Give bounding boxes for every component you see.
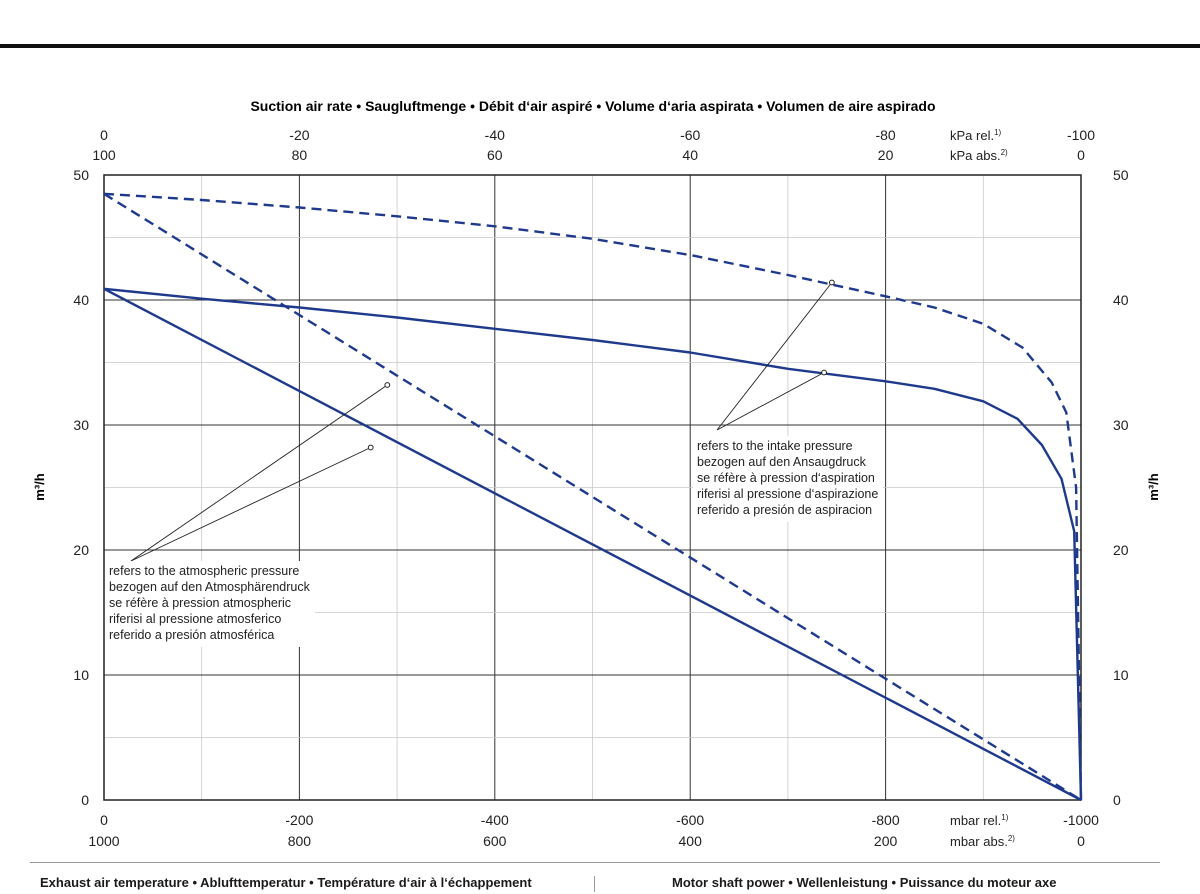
x-bottom-rel-tick: -200 bbox=[285, 812, 313, 828]
series-line-1 bbox=[103, 192, 1083, 801]
y-tick-left: 40 bbox=[73, 292, 89, 308]
x-top-rel-tick: -20 bbox=[289, 127, 309, 143]
y-tick-left: 0 bbox=[81, 792, 89, 808]
y-tick-left: 50 bbox=[73, 167, 89, 183]
series-line-4 bbox=[103, 287, 1082, 802]
annotation-background bbox=[105, 561, 315, 647]
annotation-leader-line bbox=[716, 372, 825, 431]
x-top-rel-unit: kPa rel.1) bbox=[950, 128, 1002, 143]
annotation-target-point bbox=[367, 444, 374, 451]
x-top-abs-unit: kPa abs.2) bbox=[950, 148, 1008, 163]
annotation-text-line: se réfère à pression d‘aspiration bbox=[697, 471, 875, 485]
y-tick-left: 30 bbox=[73, 417, 89, 433]
footer-rule bbox=[30, 862, 1160, 863]
annotation-text-line: referido a presión atmosférica bbox=[109, 628, 274, 642]
x-top-abs-tick: 60 bbox=[487, 147, 503, 163]
x-top-abs-tick: 20 bbox=[878, 147, 894, 163]
annotation-notes: refers to the intake pressure bezogen auf… bbox=[105, 436, 883, 647]
annotation-text-line: refers to the atmospheric pressure bbox=[109, 564, 299, 578]
x-top-abs-tick: 80 bbox=[292, 147, 308, 163]
plot-frame bbox=[103, 174, 1082, 801]
x-bottom-rel-tick: 0 bbox=[100, 812, 108, 828]
annotation-text-line: refers to the intake pressure bbox=[697, 439, 853, 453]
chart-title: Suction air rate • Saugluftmenge • Débit… bbox=[250, 98, 935, 114]
annotation-leaders bbox=[130, 279, 835, 562]
x-bottom-rel-tick: -1000 bbox=[1063, 812, 1099, 828]
grid bbox=[104, 175, 1081, 800]
x-bottom-abs-tick: 200 bbox=[874, 833, 898, 849]
series-layer bbox=[103, 192, 1083, 802]
annotation-target-point bbox=[828, 279, 835, 286]
annotation-leader-line bbox=[130, 384, 388, 562]
annotation-leader-line bbox=[130, 447, 371, 562]
footer-left-heading: Exhaust air temperature • Ablufttemperat… bbox=[40, 875, 532, 890]
x-bottom-rel-tick: -800 bbox=[872, 812, 900, 828]
pressure-flow-chart: Suction air rate • Saugluftmenge • Débit… bbox=[32, 98, 1161, 849]
y-tick-left: 20 bbox=[73, 542, 89, 558]
y-tick-left: 10 bbox=[73, 667, 89, 683]
x-top-abs-tick: 100 bbox=[92, 147, 116, 163]
top-rule bbox=[0, 44, 1200, 48]
annotation-text-line: riferisi al pressione atmosferico bbox=[109, 612, 281, 626]
x-bottom-rel-unit: mbar rel.1) bbox=[950, 813, 1009, 828]
annotation-text-line: bezogen auf den Atmosphärendruck bbox=[109, 580, 311, 594]
x-bottom-abs-tick: 600 bbox=[483, 833, 507, 849]
annotation-leader-line bbox=[716, 282, 833, 431]
footer-separator bbox=[594, 876, 595, 892]
x-top-abs-tick: 40 bbox=[682, 147, 698, 163]
annotation-text-line: referido a presión de aspiracion bbox=[697, 503, 872, 517]
y-axis-label-right: m³/h bbox=[1146, 473, 1161, 501]
annotation-background bbox=[693, 436, 883, 522]
y-tick-right: 20 bbox=[1113, 542, 1129, 558]
y-tick-right: 10 bbox=[1113, 667, 1129, 683]
y-tick-right: 30 bbox=[1113, 417, 1129, 433]
x-bottom-abs-tick: 800 bbox=[288, 833, 312, 849]
annotation-text-line: se réfère à pression atmospheric bbox=[109, 596, 291, 610]
y-tick-right: 40 bbox=[1113, 292, 1129, 308]
annotation-target-point bbox=[821, 369, 827, 376]
x-bottom-abs-tick: 1000 bbox=[88, 833, 119, 849]
footer-right-heading: Motor shaft power • Wellenleistung • Pui… bbox=[672, 875, 1057, 890]
annotation-target-point bbox=[384, 382, 391, 388]
series-line-2 bbox=[103, 287, 1083, 801]
x-top-rel-tick: -40 bbox=[485, 127, 505, 143]
annotation-text-line: riferisi al pressione d‘aspirazione bbox=[697, 487, 878, 501]
x-top-rel-tick: -60 bbox=[680, 127, 700, 143]
annotation-text-line: bezogen auf den Ansaugdruck bbox=[697, 455, 867, 469]
x-bottom-abs-tick: 0 bbox=[1077, 833, 1085, 849]
x-top-rel-tick: -80 bbox=[875, 127, 895, 143]
x-top-abs-tick: 0 bbox=[1077, 147, 1085, 163]
y-axis-label-left: m³/h bbox=[32, 473, 47, 501]
y-tick-right: 50 bbox=[1113, 167, 1129, 183]
x-bottom-rel-tick: -600 bbox=[676, 812, 704, 828]
y-tick-right: 0 bbox=[1113, 792, 1121, 808]
x-bottom-rel-tick: -400 bbox=[481, 812, 509, 828]
x-top-rel-tick: 0 bbox=[100, 127, 108, 143]
x-top-rel-tick: -100 bbox=[1067, 127, 1095, 143]
x-bottom-abs-tick: 400 bbox=[679, 833, 703, 849]
x-bottom-abs-unit: mbar abs.2) bbox=[950, 834, 1015, 849]
